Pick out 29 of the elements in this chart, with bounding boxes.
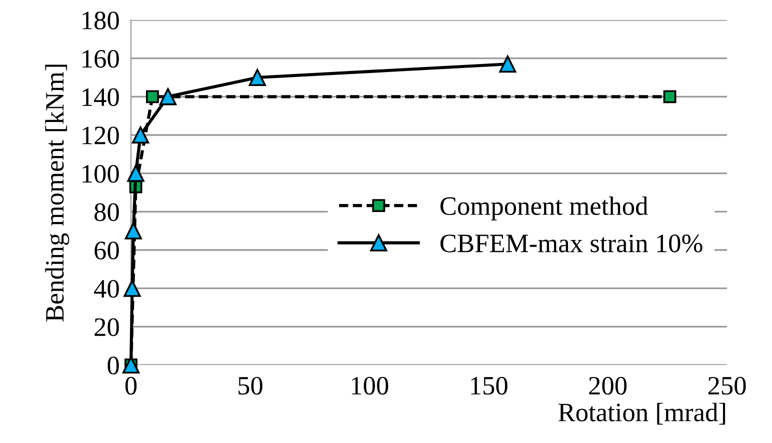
point bbox=[146, 90, 159, 104]
x-tick-label: 50 bbox=[238, 376, 262, 395]
y-tick-label: 140 bbox=[82, 88, 119, 106]
point bbox=[124, 280, 141, 297]
x-tick-label: 0 bbox=[125, 376, 137, 395]
point bbox=[248, 68, 266, 86]
y-tick-label: 120 bbox=[82, 126, 119, 144]
x-tick-label: 100 bbox=[352, 376, 388, 395]
x-tick-label: 200 bbox=[589, 376, 627, 395]
point bbox=[159, 88, 176, 106]
y-tick-label: 20 bbox=[94, 318, 119, 336]
point bbox=[132, 126, 150, 144]
legend-label: Component method bbox=[440, 196, 648, 220]
point bbox=[499, 56, 516, 73]
legend-label: CBFEM-max strain 10% bbox=[440, 234, 702, 252]
y-tick-label: 80 bbox=[94, 203, 119, 222]
y-tick-label: 180 bbox=[82, 12, 119, 30]
point bbox=[124, 222, 142, 240]
y-tick-label: 0 bbox=[108, 356, 119, 374]
y-tick-label: 40 bbox=[94, 280, 119, 298]
x-tick-label: 150 bbox=[471, 376, 508, 395]
x-tick-label: 250 bbox=[708, 376, 746, 395]
y-tick-label: 60 bbox=[94, 242, 119, 260]
y-axis-title: Bending moment [kNm] bbox=[45, 64, 70, 322]
point bbox=[663, 90, 676, 104]
point bbox=[127, 164, 144, 182]
y-tick-label: 160 bbox=[82, 50, 119, 68]
x-axis-title: Rotation [mrad] bbox=[558, 402, 726, 425]
y-tick-label: 100 bbox=[82, 164, 119, 183]
